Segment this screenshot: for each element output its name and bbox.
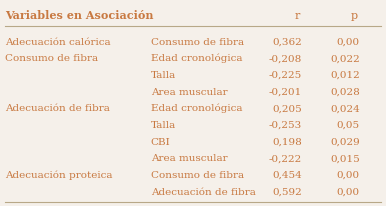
Text: -0,253: -0,253 <box>269 121 302 130</box>
Text: 0,029: 0,029 <box>330 138 360 146</box>
Text: -0,201: -0,201 <box>269 88 302 97</box>
Text: 0,00: 0,00 <box>337 37 360 47</box>
Text: Area muscular: Area muscular <box>151 88 227 97</box>
Text: -0,222: -0,222 <box>269 154 302 163</box>
Text: Consumo de fibra: Consumo de fibra <box>151 171 244 180</box>
Text: 0,198: 0,198 <box>273 138 302 146</box>
Text: 0,00: 0,00 <box>337 171 360 180</box>
Text: Consumo de fibra: Consumo de fibra <box>5 54 98 63</box>
Text: 0,205: 0,205 <box>273 104 302 113</box>
Text: Talla: Talla <box>151 71 176 80</box>
Text: 0,362: 0,362 <box>273 37 302 47</box>
Text: 0,015: 0,015 <box>330 154 360 163</box>
Text: 0,028: 0,028 <box>330 88 360 97</box>
Text: 0,00: 0,00 <box>337 187 360 197</box>
Text: Adecuación de fibra: Adecuación de fibra <box>5 104 110 113</box>
Text: Edad cronológica: Edad cronológica <box>151 104 242 114</box>
Text: Edad cronológica: Edad cronológica <box>151 54 242 63</box>
Text: r: r <box>295 11 300 21</box>
Text: 0,592: 0,592 <box>273 187 302 197</box>
Text: Talla: Talla <box>151 121 176 130</box>
Text: Adecuación calórica: Adecuación calórica <box>5 37 111 47</box>
Text: 0,024: 0,024 <box>330 104 360 113</box>
Text: -0,225: -0,225 <box>269 71 302 80</box>
Text: -0,208: -0,208 <box>269 54 302 63</box>
Text: 0,022: 0,022 <box>330 54 360 63</box>
Text: Adecuación de fibra: Adecuación de fibra <box>151 187 256 197</box>
Text: CBI: CBI <box>151 138 171 146</box>
Text: 0,05: 0,05 <box>337 121 360 130</box>
Text: Consumo de fibra: Consumo de fibra <box>151 37 244 47</box>
Text: 0,012: 0,012 <box>330 71 360 80</box>
Text: Adecuación proteica: Adecuación proteica <box>5 171 113 180</box>
Text: Area muscular: Area muscular <box>151 154 227 163</box>
Text: Variables en Asociación: Variables en Asociación <box>5 10 154 21</box>
Text: 0,454: 0,454 <box>273 171 302 180</box>
Text: p: p <box>350 11 358 21</box>
